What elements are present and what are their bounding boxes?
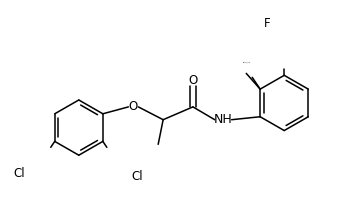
Text: methyl_line: methyl_line xyxy=(242,61,251,63)
Text: Cl: Cl xyxy=(131,170,143,183)
Text: F: F xyxy=(264,17,271,30)
Text: Cl: Cl xyxy=(13,168,25,180)
Text: O: O xyxy=(129,100,138,113)
Text: O: O xyxy=(188,74,198,87)
Text: NH: NH xyxy=(213,113,232,126)
